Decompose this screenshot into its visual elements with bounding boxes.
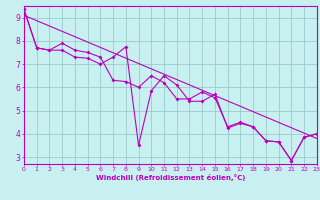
X-axis label: Windchill (Refroidissement éolien,°C): Windchill (Refroidissement éolien,°C) [96, 174, 245, 181]
